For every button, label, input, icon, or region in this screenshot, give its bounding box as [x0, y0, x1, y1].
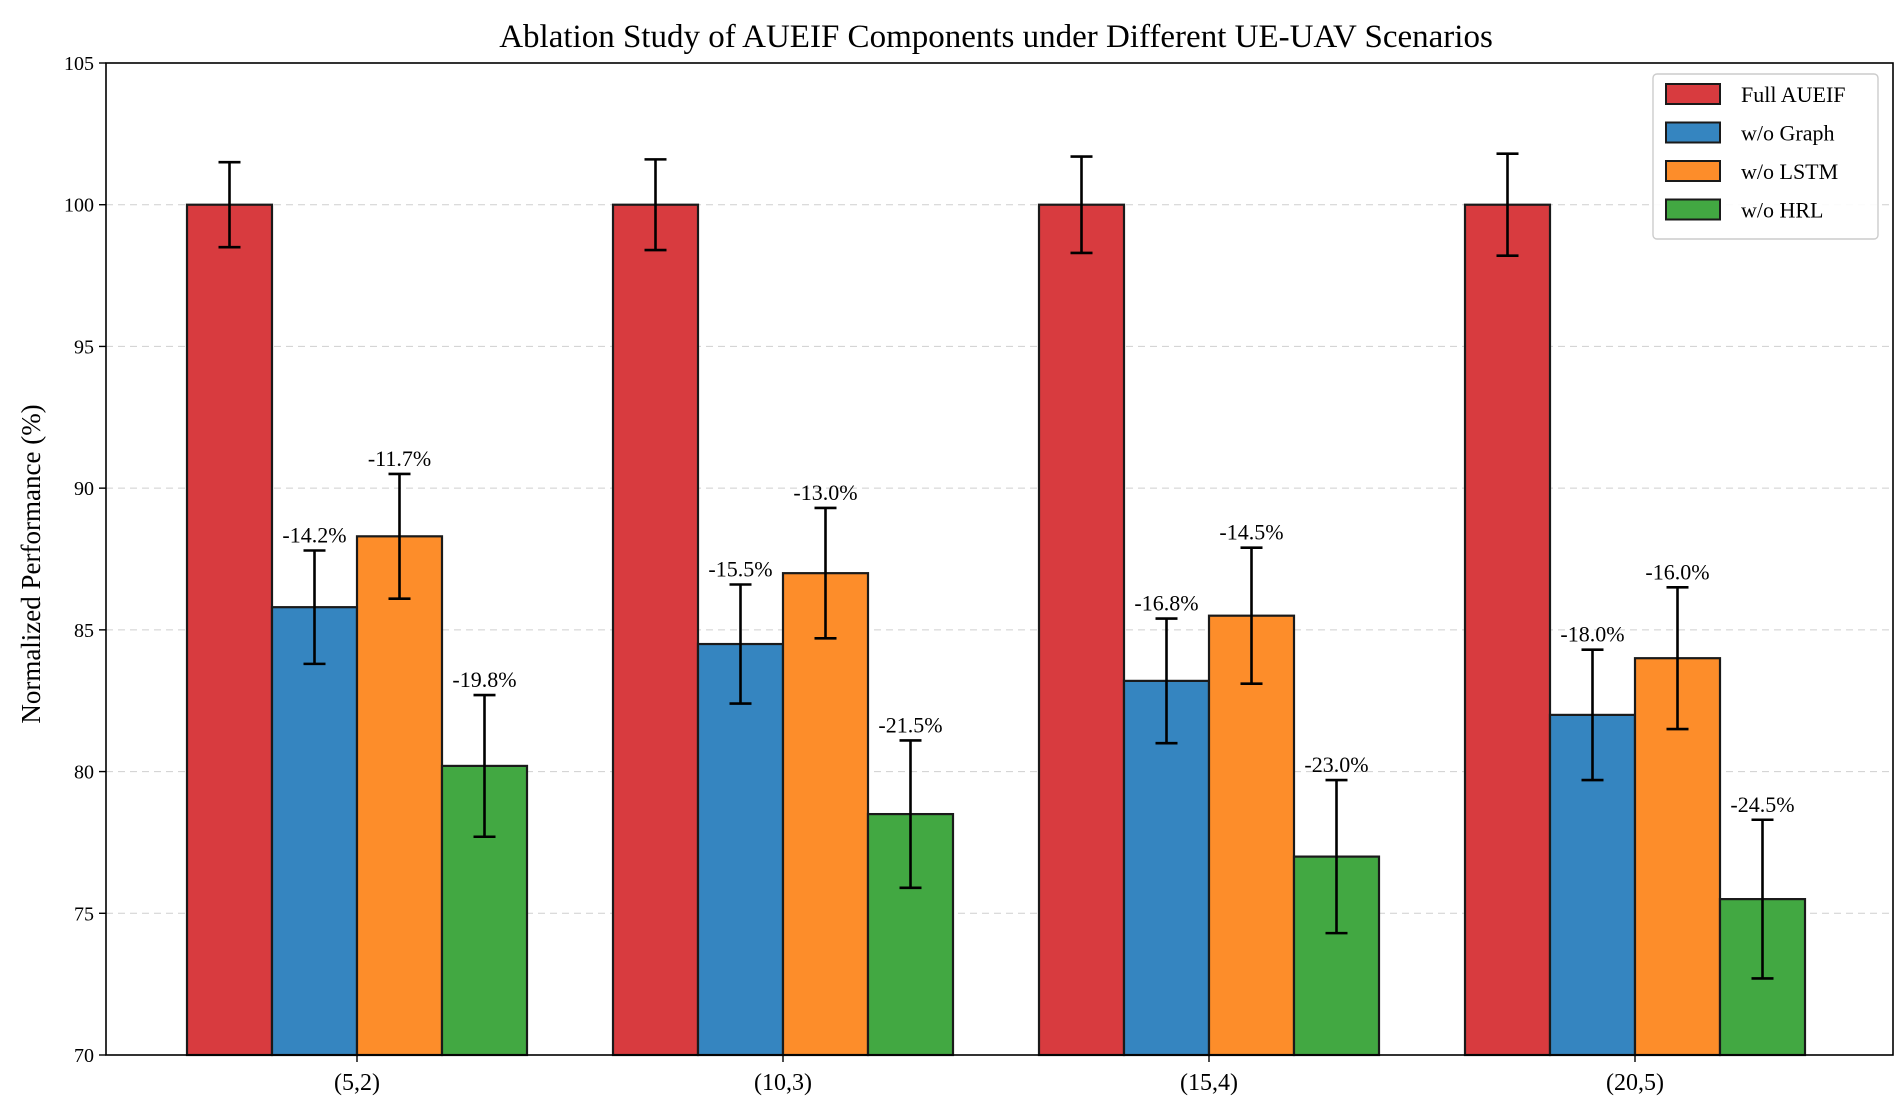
- x-tick-label-10-3: (10,3): [754, 1070, 812, 1096]
- legend-swatch-w-o-graph: [1665, 121, 1721, 144]
- plot-area-frame: [105, 62, 1894, 1056]
- bars: [185, 203, 1807, 1057]
- y-tick-label-100: 100: [64, 195, 94, 217]
- legend-item-w-o-lstm: w/o LSTM: [1665, 159, 1838, 184]
- data-label-w-o-graph-15-4: -16.8%: [1134, 591, 1198, 616]
- data-label-w-o-lstm-5-2: -11.7%: [368, 446, 431, 471]
- data-label-w-o-lstm-10-3: -13.0%: [793, 480, 857, 505]
- legend-label-w-o-hrl: w/o HRL: [1741, 198, 1824, 223]
- legend-label-full-aueif: Full AUEIF: [1741, 82, 1846, 107]
- y-tick-label-70: 70: [74, 1045, 94, 1067]
- data-label-w-o-graph-10-3: -15.5%: [708, 557, 772, 582]
- error-bar-w-o-graph-20-5: [1581, 648, 1604, 782]
- error-bar-full-aueif-5-2: [218, 160, 241, 249]
- bar-w-o-lstm-10-3: [781, 572, 870, 1057]
- legend-item-w-o-graph: w/o Graph: [1665, 121, 1834, 146]
- error-bar-w-o-lstm-20-5: [1666, 586, 1689, 731]
- legend-box: [1652, 73, 1879, 240]
- legend: Full AUEIF w/o Graph w/o LSTM w/o HRL: [1652, 73, 1879, 240]
- legend-label-w-o-graph: w/o Graph: [1741, 121, 1834, 146]
- x-axis-ticks: (5,2) (10,3) (15,4) (20,5): [334, 1055, 1664, 1096]
- legend-swatch-w-o-hrl: [1665, 198, 1721, 221]
- y-tick-label-80: 80: [74, 762, 94, 784]
- legend-item-full-aueif: Full AUEIF: [1665, 82, 1846, 107]
- data-label-w-o-lstm-15-4: -14.5%: [1219, 520, 1283, 545]
- data-label-w-o-hrl-5-2: -19.8%: [452, 667, 516, 692]
- error-bars: [218, 152, 1774, 980]
- chart-title: Ablation Study of AUEIF Components under…: [499, 19, 1493, 55]
- bar-w-o-lstm-5-2: [355, 535, 444, 1057]
- error-bar-w-o-graph-5-2: [303, 549, 326, 666]
- error-bar-w-o-graph-15-4: [1155, 617, 1178, 745]
- error-bar-w-o-lstm-10-3: [814, 506, 837, 640]
- bar-full-aueif-5-2: [185, 203, 274, 1057]
- legend-label-w-o-lstm: w/o LSTM: [1741, 159, 1838, 184]
- data-label-w-o-graph-5-2: -14.2%: [282, 522, 346, 547]
- legend-item-w-o-hrl: w/o HRL: [1665, 198, 1824, 223]
- error-bar-w-o-hrl-15-4: [1325, 778, 1348, 935]
- data-label-w-o-graph-20-5: -18.0%: [1560, 622, 1624, 647]
- y-tick-label-85: 85: [74, 620, 94, 642]
- data-label-w-o-hrl-15-4: -23.0%: [1304, 752, 1368, 777]
- legend-swatch-w-o-lstm: [1665, 160, 1721, 182]
- y-tick-label-105: 105: [64, 53, 94, 75]
- x-tick-label-5-2: (5,2): [334, 1070, 380, 1096]
- bar-w-o-graph-5-2: [270, 606, 359, 1057]
- bar-w-o-lstm-15-4: [1207, 614, 1296, 1057]
- y-tick-label-95: 95: [74, 336, 94, 358]
- y-tick-label-90: 90: [74, 478, 94, 500]
- error-bar-full-aueif-20-5: [1496, 152, 1519, 258]
- legend-swatch-full-aueif: [1665, 83, 1721, 105]
- bar-w-o-graph-10-3: [696, 642, 785, 1057]
- x-tick-label-20-5: (20,5): [1606, 1070, 1664, 1096]
- data-label-w-o-hrl-20-5: -24.5%: [1730, 792, 1794, 817]
- error-bar-w-o-hrl-20-5: [1751, 818, 1774, 980]
- y-tick-label-75: 75: [74, 903, 94, 925]
- error-bar-w-o-lstm-15-4: [1240, 546, 1263, 686]
- error-bar-w-o-hrl-5-2: [473, 693, 496, 839]
- data-label-w-o-hrl-10-3: -21.5%: [878, 712, 942, 737]
- error-bar-w-o-graph-10-3: [729, 583, 752, 705]
- x-tick-label-15-4: (15,4): [1180, 1070, 1238, 1096]
- bar-full-aueif-10-3: [611, 203, 700, 1057]
- data-labels: -14.2% -15.5% -16.8% -18.0% -11.7% -13.0% -14.…: [282, 446, 1794, 817]
- y-axis-ticks: 70 75 80 85 90 95 100 105: [64, 53, 106, 1067]
- error-bar-w-o-hrl-10-3: [899, 739, 922, 890]
- error-bar-full-aueif-10-3: [644, 158, 667, 252]
- data-label-w-o-lstm-20-5: -16.0%: [1645, 559, 1709, 584]
- error-bar-full-aueif-15-4: [1070, 155, 1093, 255]
- bar-full-aueif-20-5: [1463, 203, 1552, 1057]
- bar-full-aueif-15-4: [1037, 203, 1126, 1057]
- y-axis-label: Normalized Performance (%): [16, 404, 46, 723]
- error-bar-w-o-lstm-5-2: [388, 472, 411, 600]
